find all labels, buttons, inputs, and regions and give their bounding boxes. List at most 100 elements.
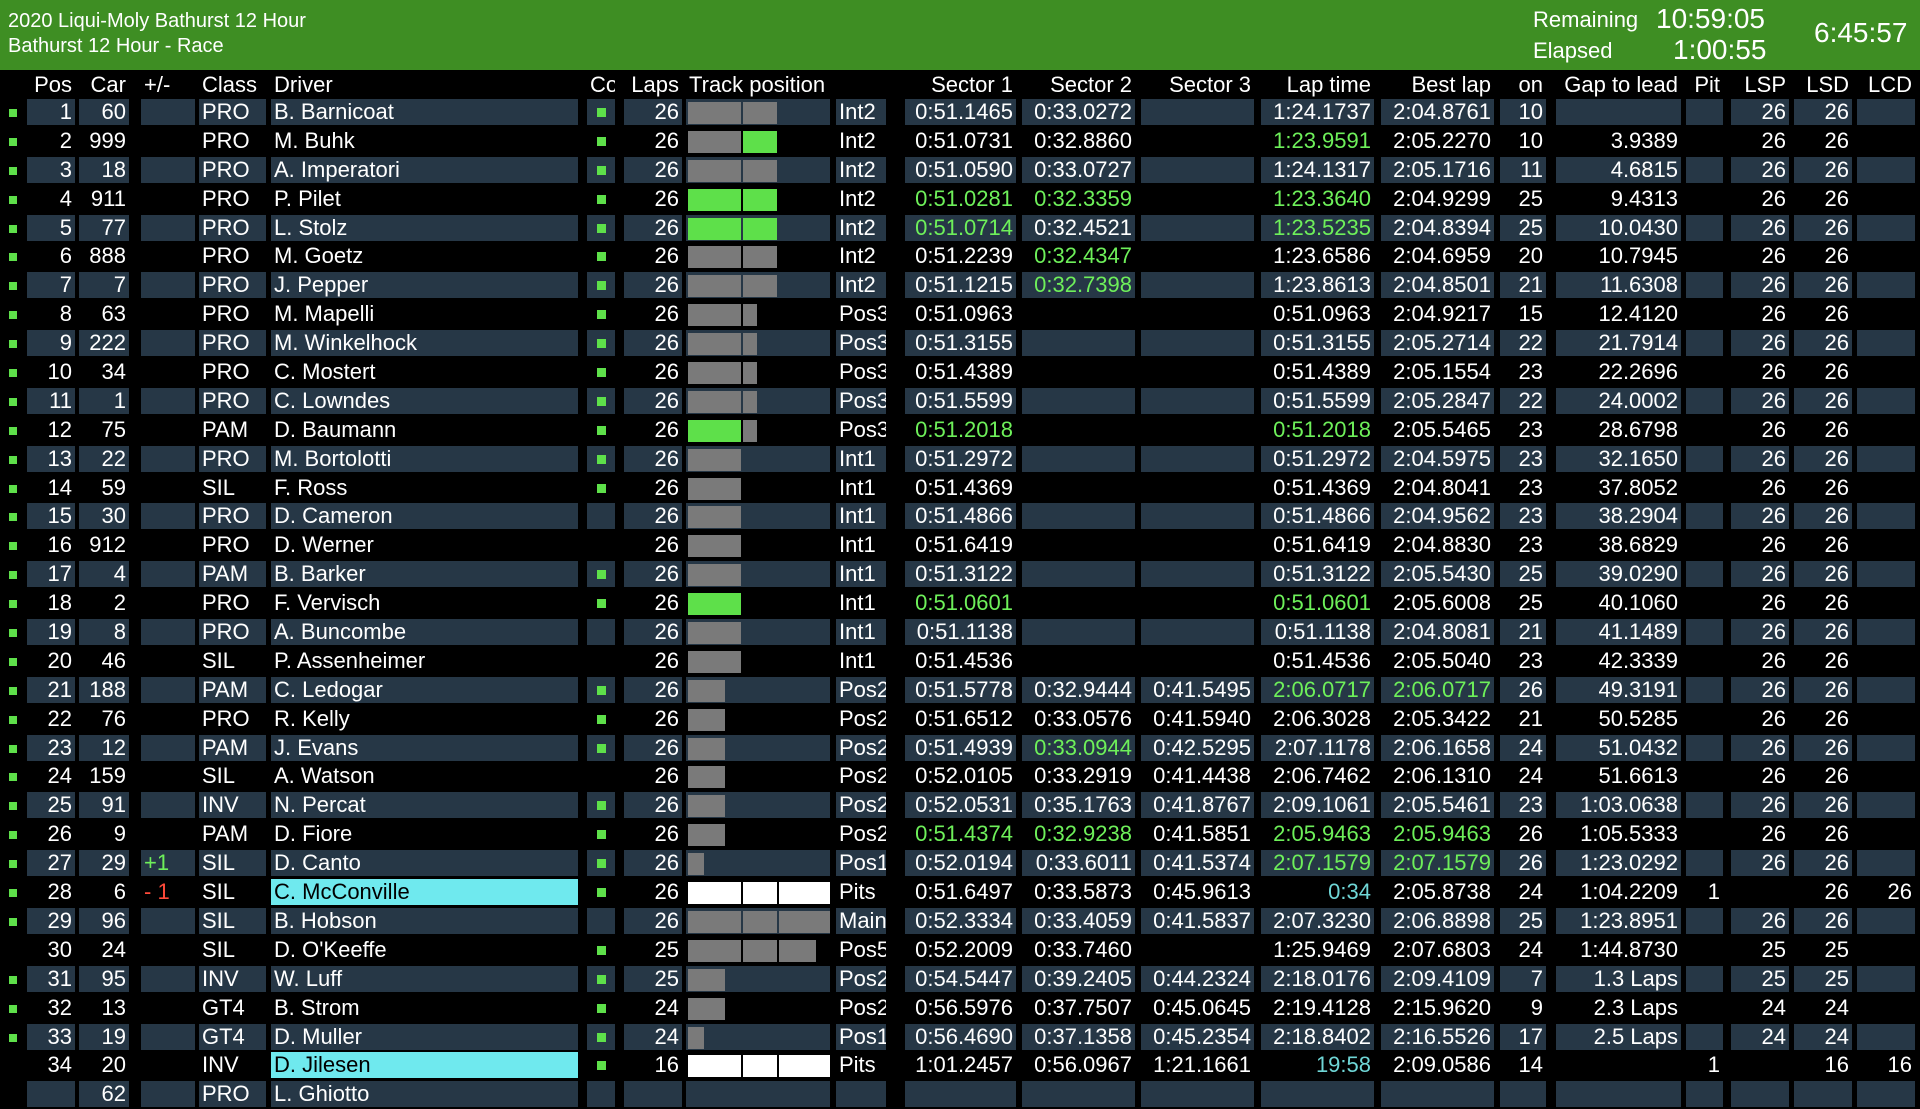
- table-row[interactable]: 7 7 PRO J. Pepper 26 Int2 0:51.1215 0:32.7398 1:…: [0, 271, 1920, 300]
- table-row[interactable]: 12 75 PAM D. Baumann 26 Pos3 0:51.2018 0:51.201…: [0, 416, 1920, 445]
- cell-on: 24: [1518, 879, 1543, 905]
- column-header-lsd[interactable]: LSD: [1806, 72, 1849, 97]
- track-sector-bar: [688, 477, 741, 500]
- cell-co: [587, 734, 615, 761]
- table-row[interactable]: 1 60 PRO B. Barnicoat 26 Int2 0:51.1465 0:33.02…: [0, 98, 1920, 127]
- cell-car: 13: [101, 994, 126, 1020]
- cell-loc: Int2: [836, 99, 886, 125]
- table-row[interactable]: 3 18 PRO A. Imperatori 26 Int2 0:51.0590 0:33.0…: [0, 156, 1920, 185]
- table-row[interactable]: 31 95 INV W. Luff 25 Pos2 0:54.5447 0:39.2405 0:…: [0, 965, 1920, 994]
- cell-car: 59: [101, 474, 126, 500]
- cell-lsp: 26: [1731, 387, 1789, 414]
- table-row[interactable]: 62 PRO L. Ghiotto: [0, 1080, 1920, 1109]
- column-header-car[interactable]: Car: [90, 72, 126, 97]
- table-row[interactable]: 19 8 PRO A. Buncombe 26 Int1 0:51.1138 0:51.113…: [0, 618, 1920, 647]
- table-row[interactable]: 15 30 PRO D. Cameron 26 Int1 0:51.4866 0:51.486…: [0, 502, 1920, 531]
- column-header-cls[interactable]: Class: [202, 72, 258, 97]
- table-row[interactable]: 27 29 +1 SIL D. Canto 26 Pos1 0:52.0194 0:33.601…: [0, 849, 1920, 878]
- cell-gap: 1:23.0292: [1556, 850, 1681, 877]
- table-row[interactable]: 10 34 PRO C. Mostert 26 Pos3 0:51.4389 0:51.438…: [0, 358, 1920, 387]
- column-header-lsp[interactable]: LSP: [1744, 72, 1786, 97]
- cell-s3: 0:41.8767: [1141, 792, 1254, 819]
- table-row[interactable]: 23 12 PAM J. Evans 26 Pos2 0:51.4939 0:33.0944 0…: [0, 734, 1920, 763]
- column-header-lt[interactable]: Lap time: [1286, 72, 1371, 97]
- table-row[interactable]: 9 222 PRO M. Winkelhock 26 Pos3 0:51.3155 0:51.…: [0, 329, 1920, 358]
- column-header-co[interactable]: Co: [590, 72, 615, 97]
- table-row[interactable]: 34 20 INV D. Jilesen 16 Pits 1:01.2457 0:56.096…: [0, 1051, 1920, 1080]
- table-row[interactable]: 20 46 SIL P. Assenheimer 26 Int1 0:51.4536 0:51…: [0, 647, 1920, 676]
- table-row[interactable]: 8 63 PRO M. Mapelli 26 Pos3 0:51.0963 0:51.0963…: [0, 300, 1920, 329]
- table-row[interactable]: 32 13 GT4 B. Strom 24 Pos2 0:56.5976 0:37.7507 0…: [0, 994, 1920, 1023]
- table-row[interactable]: 25 91 INV N. Percat 26 Pos2 0:52.0531 0:35.1763…: [0, 791, 1920, 820]
- track-sector-bar: [688, 824, 725, 847]
- table-row[interactable]: 18 2 PRO F. Vervisch 26 Int1 0:51.0601 0:51.060…: [0, 589, 1920, 618]
- table-row[interactable]: 16 912 PRO D. Werner 26 Int1 0:51.6419 0:51.641…: [0, 531, 1920, 560]
- table-row[interactable]: 29 96 SIL B. Hobson 26 Main 0:52.3334 0:33.4059…: [0, 907, 1920, 936]
- cell-s1: 0:54.5447: [905, 965, 1016, 992]
- cell-on: 24: [1518, 763, 1543, 789]
- cell-pos: 34: [47, 1052, 72, 1078]
- cell-pit: [1686, 850, 1723, 877]
- table-row[interactable]: 5 77 PRO L. Stolz 26 Int2 0:51.0714 0:32.4521 1:…: [0, 214, 1920, 243]
- table-row[interactable]: 33 19 GT4 D. Muller 24 Pos1 0:56.4690 0:37.1358…: [0, 1023, 1920, 1052]
- cell-s3: [1141, 186, 1254, 212]
- cell-lcd: [1857, 937, 1915, 963]
- column-header-pm[interactable]: +/-: [144, 72, 171, 97]
- track-sector-bar: [688, 766, 725, 789]
- column-header-drv[interactable]: Driver: [274, 72, 333, 97]
- cell-pit: [1686, 706, 1723, 732]
- table-row[interactable]: 2 999 PRO M. Buhk 26 Int2 0:51.0731 0:32.8860 1:…: [0, 127, 1920, 156]
- table-row[interactable]: 17 4 PAM B. Barker 26 Int1 0:51.3122 0:51.3122 2…: [0, 560, 1920, 589]
- column-header-tp[interactable]: Track position: [689, 72, 826, 97]
- cell-lsd: 26: [1794, 272, 1852, 299]
- cell-cls: PRO: [199, 330, 266, 357]
- running-indicator-icon: [9, 860, 17, 869]
- table-row[interactable]: 11 1 PRO C. Lowndes 26 Pos3 0:51.5599 0:51.5599…: [0, 387, 1920, 416]
- cell-s1: 0:51.4866: [905, 503, 1016, 530]
- column-header-s3[interactable]: Sector 3: [1169, 72, 1251, 97]
- cell-car: 62: [79, 1081, 129, 1108]
- table-row[interactable]: 4 911 PRO P. Pilet 26 Int2 0:51.0281 0:32.3359 1…: [0, 185, 1920, 214]
- cell-lt: 0:51.0601: [1273, 590, 1371, 616]
- column-header-pit[interactable]: Pit: [1694, 72, 1720, 97]
- table-row[interactable]: 21 188 PAM C. Ledogar 26 Pos2 0:51.5778 0:32.94…: [0, 676, 1920, 705]
- table-row[interactable]: 26 9 PAM D. Fiore 26 Pos2 0:51.4374 0:32.9238 0:…: [0, 820, 1920, 849]
- cell-lt: 0:51.4369: [1273, 474, 1371, 500]
- column-header-loc[interactable]: [836, 72, 886, 98]
- cell-pit: [1686, 445, 1723, 472]
- cell-tp: [686, 821, 830, 847]
- column-header-s2[interactable]: Sector 2: [1050, 72, 1132, 97]
- cell-s1: 0:51.6497: [915, 879, 1013, 905]
- event-title: 2020 Liqui-Moly Bathurst 12 Hour: [8, 10, 306, 32]
- table-row[interactable]: 24 159 SIL A. Watson 26 Pos2 0:52.0105 0:33.291…: [0, 762, 1920, 791]
- cell-cls: SIL: [202, 474, 236, 500]
- cell-lsp: [1731, 1081, 1789, 1108]
- track-sector-bar: [743, 882, 777, 905]
- column-header-laps[interactable]: Laps: [631, 72, 679, 97]
- table-row[interactable]: 14 59 SIL F. Ross 26 Int1 0:51.4369 0:51.4369 2:…: [0, 474, 1920, 503]
- cell-pm: [141, 995, 195, 1021]
- table-row[interactable]: 6 888 PRO M. Goetz 26 Int2 0:51.2239 0:32.4347 1…: [0, 242, 1920, 271]
- table-row[interactable]: 30 24 SIL D. O'Keeffe 25 Pos5 0:52.2009 0:33.74…: [0, 936, 1920, 965]
- column-header-on[interactable]: on: [1518, 72, 1543, 97]
- cell-s1: 0:51.2018: [915, 416, 1013, 442]
- cell-s3: 0:41.5851: [1153, 821, 1251, 847]
- cell-bl: 2:05.2270: [1393, 127, 1491, 153]
- column-header-pos[interactable]: Pos: [34, 72, 72, 97]
- track-sector-bar: [688, 622, 741, 645]
- table-row[interactable]: 22 76 PRO R. Kelly 26 Pos2 0:51.6512 0:33.0576 0…: [0, 705, 1920, 734]
- cell-s2: 0:33.6011: [1022, 850, 1135, 877]
- cell-pos: 33: [27, 1023, 75, 1050]
- cell-gap: 10.7945: [1598, 243, 1678, 269]
- track-sector-bar: [688, 968, 725, 991]
- column-header-gap[interactable]: Gap to lead: [1564, 72, 1678, 97]
- column-header-s1[interactable]: Sector 1: [931, 72, 1013, 97]
- column-header-bl[interactable]: Best lap: [1411, 72, 1492, 97]
- cell-s3: [1141, 214, 1254, 241]
- table-row[interactable]: 13 22 PRO M. Bortolotti 26 Int1 0:51.2972 0:51.…: [0, 445, 1920, 474]
- cell-on: 11: [1500, 156, 1546, 183]
- column-header-lcd[interactable]: LCD: [1867, 72, 1912, 97]
- cell-gap: 51.0432: [1556, 734, 1681, 761]
- table-row[interactable]: 28 6 - 1 SIL C. McConville 26 Pits 0:51.6497 0:3…: [0, 878, 1920, 907]
- cell-s1: 0:51.0731: [915, 127, 1013, 153]
